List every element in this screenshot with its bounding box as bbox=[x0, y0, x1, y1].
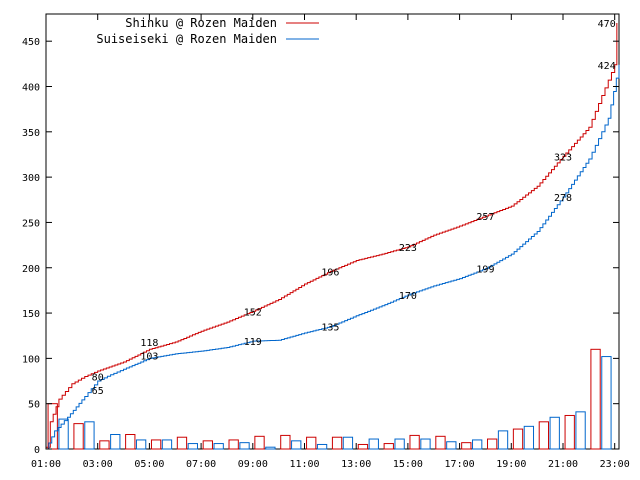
point-label: 152 bbox=[244, 307, 262, 318]
point-label: 223 bbox=[399, 243, 417, 254]
bar-shinku bbox=[254, 435, 265, 450]
bar-suiseiseki bbox=[161, 439, 173, 450]
bar-suiseiseki bbox=[368, 438, 379, 450]
y-tick-label: 150 bbox=[22, 309, 40, 320]
bar-suiseiseki bbox=[291, 440, 302, 450]
y-tick-label: 250 bbox=[22, 218, 40, 229]
axis-ticks: 01:00 03:00 05:00 07:00 09:00 11:00 13:00 15:00… bbox=[22, 14, 630, 470]
bar-shinku bbox=[99, 440, 110, 450]
bar-shinku bbox=[383, 443, 394, 450]
bar-suiseiseki bbox=[110, 434, 121, 450]
bar-shinku bbox=[176, 436, 188, 450]
bar-suiseiseki bbox=[58, 418, 69, 450]
point-label: 257 bbox=[476, 212, 494, 223]
bar-shinku bbox=[202, 440, 213, 450]
point-label: 170 bbox=[399, 291, 417, 302]
x-tick-label: 15:00 bbox=[393, 459, 423, 470]
hourly-bars bbox=[47, 348, 612, 450]
y-tick-label: 50 bbox=[28, 400, 40, 411]
x-tick-label: 23:00 bbox=[600, 459, 630, 470]
bar-suiseiseki bbox=[472, 439, 483, 450]
x-tick-label: 01:00 bbox=[31, 459, 61, 470]
x-tick-label: 05:00 bbox=[134, 459, 164, 470]
bar-shinku bbox=[590, 348, 601, 450]
bar-suiseiseki bbox=[84, 421, 95, 450]
bar-suiseiseki bbox=[497, 430, 509, 450]
point-label: 103 bbox=[140, 352, 158, 363]
bar-shinku bbox=[73, 423, 84, 450]
bar-shinku bbox=[538, 421, 550, 450]
bar-shinku bbox=[331, 436, 343, 450]
y-tick-label: 300 bbox=[22, 173, 40, 184]
point-label: 424 bbox=[598, 61, 616, 72]
bar-suiseiseki bbox=[446, 441, 457, 450]
x-tick-label: 19:00 bbox=[496, 459, 526, 470]
x-tick-label: 09:00 bbox=[238, 459, 268, 470]
bar-shinku bbox=[47, 403, 58, 450]
bar-shinku bbox=[228, 439, 239, 450]
point-label: 118 bbox=[140, 338, 158, 349]
bar-suiseiseki bbox=[213, 443, 224, 450]
bar-suiseiseki bbox=[575, 411, 586, 450]
x-tick-label: 11:00 bbox=[289, 459, 319, 470]
legend: Shinku @ Rozen Maiden Suiseiseki @ Rozen … bbox=[96, 16, 319, 46]
bar-suiseiseki bbox=[187, 443, 198, 450]
bar-shinku bbox=[461, 442, 472, 450]
point-label: 196 bbox=[321, 267, 339, 278]
series-line-shinku bbox=[46, 23, 618, 448]
point-labels: 80 65 118 103 152 119 196 135 223 170 257 199 323 278… bbox=[92, 19, 616, 397]
y-tick-label: 450 bbox=[22, 37, 40, 48]
bar-suiseiseki bbox=[342, 436, 354, 450]
series-line-suiseiseki bbox=[46, 64, 620, 450]
cumulative-lines bbox=[46, 23, 620, 450]
bar-shinku bbox=[564, 414, 575, 450]
bar-shinku bbox=[125, 434, 136, 450]
bar-suiseiseki bbox=[549, 416, 560, 450]
point-label: 80 bbox=[92, 373, 104, 384]
point-label: 278 bbox=[554, 193, 572, 204]
x-tick-label: 03:00 bbox=[83, 459, 113, 470]
x-tick-label: 13:00 bbox=[341, 459, 371, 470]
bar-shinku bbox=[435, 435, 446, 450]
y-tick-label: 350 bbox=[22, 128, 40, 139]
point-label: 323 bbox=[554, 152, 572, 163]
point-label: 65 bbox=[92, 386, 104, 397]
y-tick-label: 100 bbox=[22, 354, 40, 365]
bar-suiseiseki bbox=[239, 442, 250, 450]
bar-suiseiseki bbox=[420, 438, 431, 450]
bar-shinku bbox=[487, 438, 498, 450]
plot-frame bbox=[45, 13, 620, 450]
bar-shinku bbox=[357, 443, 369, 450]
legend-label-suiseiseki: Suiseiseki @ Rozen Maiden bbox=[96, 32, 277, 46]
x-tick-label: 07:00 bbox=[186, 459, 216, 470]
y-tick-label: 0 bbox=[34, 445, 40, 456]
bar-suiseiseki bbox=[316, 443, 328, 450]
bar-shinku bbox=[150, 439, 162, 450]
x-tick-label: 17:00 bbox=[445, 459, 475, 470]
x-tick-label: 21:00 bbox=[548, 459, 578, 470]
bar-shinku bbox=[280, 434, 291, 450]
bar-suiseiseki bbox=[601, 356, 612, 450]
y-tick-label: 400 bbox=[22, 83, 40, 94]
bar-suiseiseki bbox=[394, 438, 405, 450]
legend-label-shinku: Shinku @ Rozen Maiden bbox=[125, 16, 277, 30]
point-label: 470 bbox=[598, 19, 616, 30]
bar-shinku bbox=[409, 434, 420, 450]
point-label: 135 bbox=[321, 323, 339, 334]
bar-suiseiseki bbox=[265, 446, 276, 450]
point-label: 199 bbox=[476, 265, 494, 276]
bar-shinku bbox=[512, 428, 524, 450]
bar-shinku bbox=[306, 436, 317, 450]
bar-suiseiseki bbox=[523, 425, 535, 450]
y-tick-label: 200 bbox=[22, 264, 40, 275]
point-label: 119 bbox=[244, 337, 262, 348]
bar-suiseiseki bbox=[135, 439, 147, 450]
